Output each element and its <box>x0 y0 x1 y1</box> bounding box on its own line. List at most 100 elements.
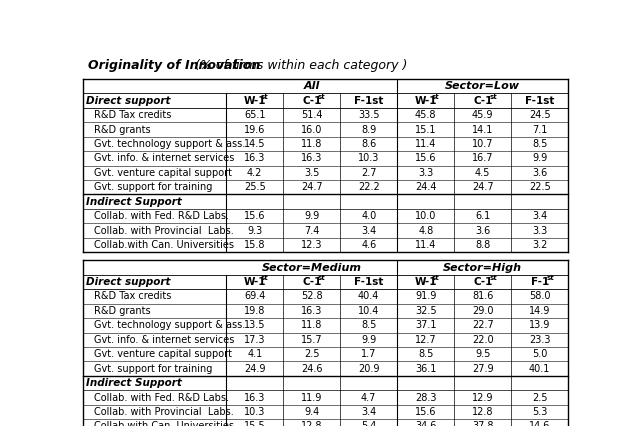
Text: Gvt. venture capital support: Gvt. venture capital support <box>94 168 232 178</box>
Text: 29.0: 29.0 <box>472 306 493 316</box>
Text: 11.8: 11.8 <box>301 139 322 149</box>
Text: C-1: C-1 <box>473 96 493 106</box>
Text: W-1: W-1 <box>244 277 266 287</box>
Text: 34.6: 34.6 <box>415 421 436 426</box>
Text: 16.0: 16.0 <box>301 124 322 135</box>
Text: 40.1: 40.1 <box>529 364 550 374</box>
Text: C-1: C-1 <box>302 96 321 106</box>
Text: 27.9: 27.9 <box>472 364 493 374</box>
Text: 65.1: 65.1 <box>244 110 265 120</box>
Text: 51.4: 51.4 <box>301 110 322 120</box>
Text: Collab. with Fed. R&D Labs.: Collab. with Fed. R&D Labs. <box>94 211 228 221</box>
Text: 4.6: 4.6 <box>361 240 376 250</box>
Text: 9.9: 9.9 <box>304 211 319 221</box>
Text: 3.4: 3.4 <box>361 225 376 236</box>
Text: 5.0: 5.0 <box>532 349 547 359</box>
Text: 22.5: 22.5 <box>529 182 551 192</box>
Text: 23.3: 23.3 <box>529 335 550 345</box>
Text: Originality of Innovation: Originality of Innovation <box>88 59 260 72</box>
Text: 25.5: 25.5 <box>244 182 265 192</box>
Text: 1.7: 1.7 <box>361 349 376 359</box>
Text: 12.8: 12.8 <box>301 421 322 426</box>
Text: 40.4: 40.4 <box>358 291 379 302</box>
Text: st: st <box>261 275 269 281</box>
Text: 22.2: 22.2 <box>358 182 379 192</box>
Text: 8.9: 8.9 <box>361 124 376 135</box>
Text: 4.0: 4.0 <box>361 211 376 221</box>
Text: 2.5: 2.5 <box>532 392 548 403</box>
Text: R&D Tax credits: R&D Tax credits <box>94 110 171 120</box>
Text: Gvt. info. & internet services: Gvt. info. & internet services <box>94 335 234 345</box>
Text: 10.4: 10.4 <box>358 306 379 316</box>
Text: 11.4: 11.4 <box>415 240 436 250</box>
Text: 20.9: 20.9 <box>358 364 379 374</box>
Text: 3.6: 3.6 <box>532 168 547 178</box>
Text: 16.3: 16.3 <box>244 392 265 403</box>
Text: Gvt. technology support & ass.: Gvt. technology support & ass. <box>94 320 245 330</box>
Text: st: st <box>489 275 497 281</box>
Text: W-1: W-1 <box>414 96 437 106</box>
Text: 13.5: 13.5 <box>244 320 265 330</box>
Text: 11.8: 11.8 <box>301 320 322 330</box>
Text: 5.4: 5.4 <box>361 421 376 426</box>
Text: 16.3: 16.3 <box>301 153 322 164</box>
Text: 10.3: 10.3 <box>358 153 379 164</box>
Text: st: st <box>432 94 440 100</box>
Text: 10.0: 10.0 <box>415 211 436 221</box>
Text: st: st <box>489 94 497 100</box>
Text: 2.7: 2.7 <box>361 168 376 178</box>
Text: 37.1: 37.1 <box>415 320 436 330</box>
Text: 8.5: 8.5 <box>361 320 376 330</box>
Text: 15.8: 15.8 <box>244 240 265 250</box>
Text: Direct support: Direct support <box>86 277 171 287</box>
Text: Gvt. support for training: Gvt. support for training <box>94 182 212 192</box>
Text: 15.7: 15.7 <box>301 335 322 345</box>
Text: F-1st: F-1st <box>525 96 555 106</box>
Text: 14.9: 14.9 <box>529 306 550 316</box>
Text: C-1: C-1 <box>302 277 321 287</box>
Text: 14.1: 14.1 <box>472 124 493 135</box>
Text: 9.3: 9.3 <box>247 225 262 236</box>
Text: Gvt. support for training: Gvt. support for training <box>94 364 212 374</box>
Text: st: st <box>261 94 269 100</box>
Text: 8.8: 8.8 <box>475 240 490 250</box>
Text: 2.5: 2.5 <box>304 349 319 359</box>
Text: Gvt. venture capital support: Gvt. venture capital support <box>94 349 232 359</box>
Text: Indirect Support: Indirect Support <box>86 197 182 207</box>
Text: 17.3: 17.3 <box>244 335 265 345</box>
Text: 24.7: 24.7 <box>472 182 493 192</box>
Text: 16.3: 16.3 <box>301 306 322 316</box>
Text: 91.9: 91.9 <box>415 291 436 302</box>
Text: 4.5: 4.5 <box>475 168 490 178</box>
Text: 9.9: 9.9 <box>532 153 547 164</box>
Text: 15.6: 15.6 <box>415 407 436 417</box>
Text: Sector=Medium: Sector=Medium <box>262 262 362 273</box>
Text: 28.3: 28.3 <box>415 392 436 403</box>
Text: 3.3: 3.3 <box>418 168 433 178</box>
Text: 14.6: 14.6 <box>529 421 550 426</box>
Text: 15.1: 15.1 <box>415 124 436 135</box>
Text: 9.5: 9.5 <box>475 349 490 359</box>
Text: 11.4: 11.4 <box>415 139 436 149</box>
Text: 19.6: 19.6 <box>244 124 265 135</box>
Text: 6.1: 6.1 <box>475 211 490 221</box>
Text: 13.9: 13.9 <box>529 320 550 330</box>
Text: 24.9: 24.9 <box>244 364 265 374</box>
Text: 3.3: 3.3 <box>532 225 547 236</box>
Text: Indirect Support: Indirect Support <box>86 378 182 388</box>
Text: 24.5: 24.5 <box>529 110 550 120</box>
Text: 8.6: 8.6 <box>361 139 376 149</box>
Text: 5.3: 5.3 <box>532 407 547 417</box>
Text: Gvt. info. & internet services: Gvt. info. & internet services <box>94 153 234 164</box>
Text: 7.1: 7.1 <box>532 124 547 135</box>
Text: R&D Tax credits: R&D Tax credits <box>94 291 171 302</box>
Text: st: st <box>432 275 440 281</box>
Text: 16.7: 16.7 <box>472 153 493 164</box>
Text: 3.4: 3.4 <box>532 211 547 221</box>
Text: 15.6: 15.6 <box>244 211 265 221</box>
Text: 4.8: 4.8 <box>418 225 433 236</box>
Text: 33.5: 33.5 <box>358 110 379 120</box>
Text: 10.7: 10.7 <box>472 139 493 149</box>
Text: 45.9: 45.9 <box>472 110 493 120</box>
Text: 12.7: 12.7 <box>415 335 436 345</box>
